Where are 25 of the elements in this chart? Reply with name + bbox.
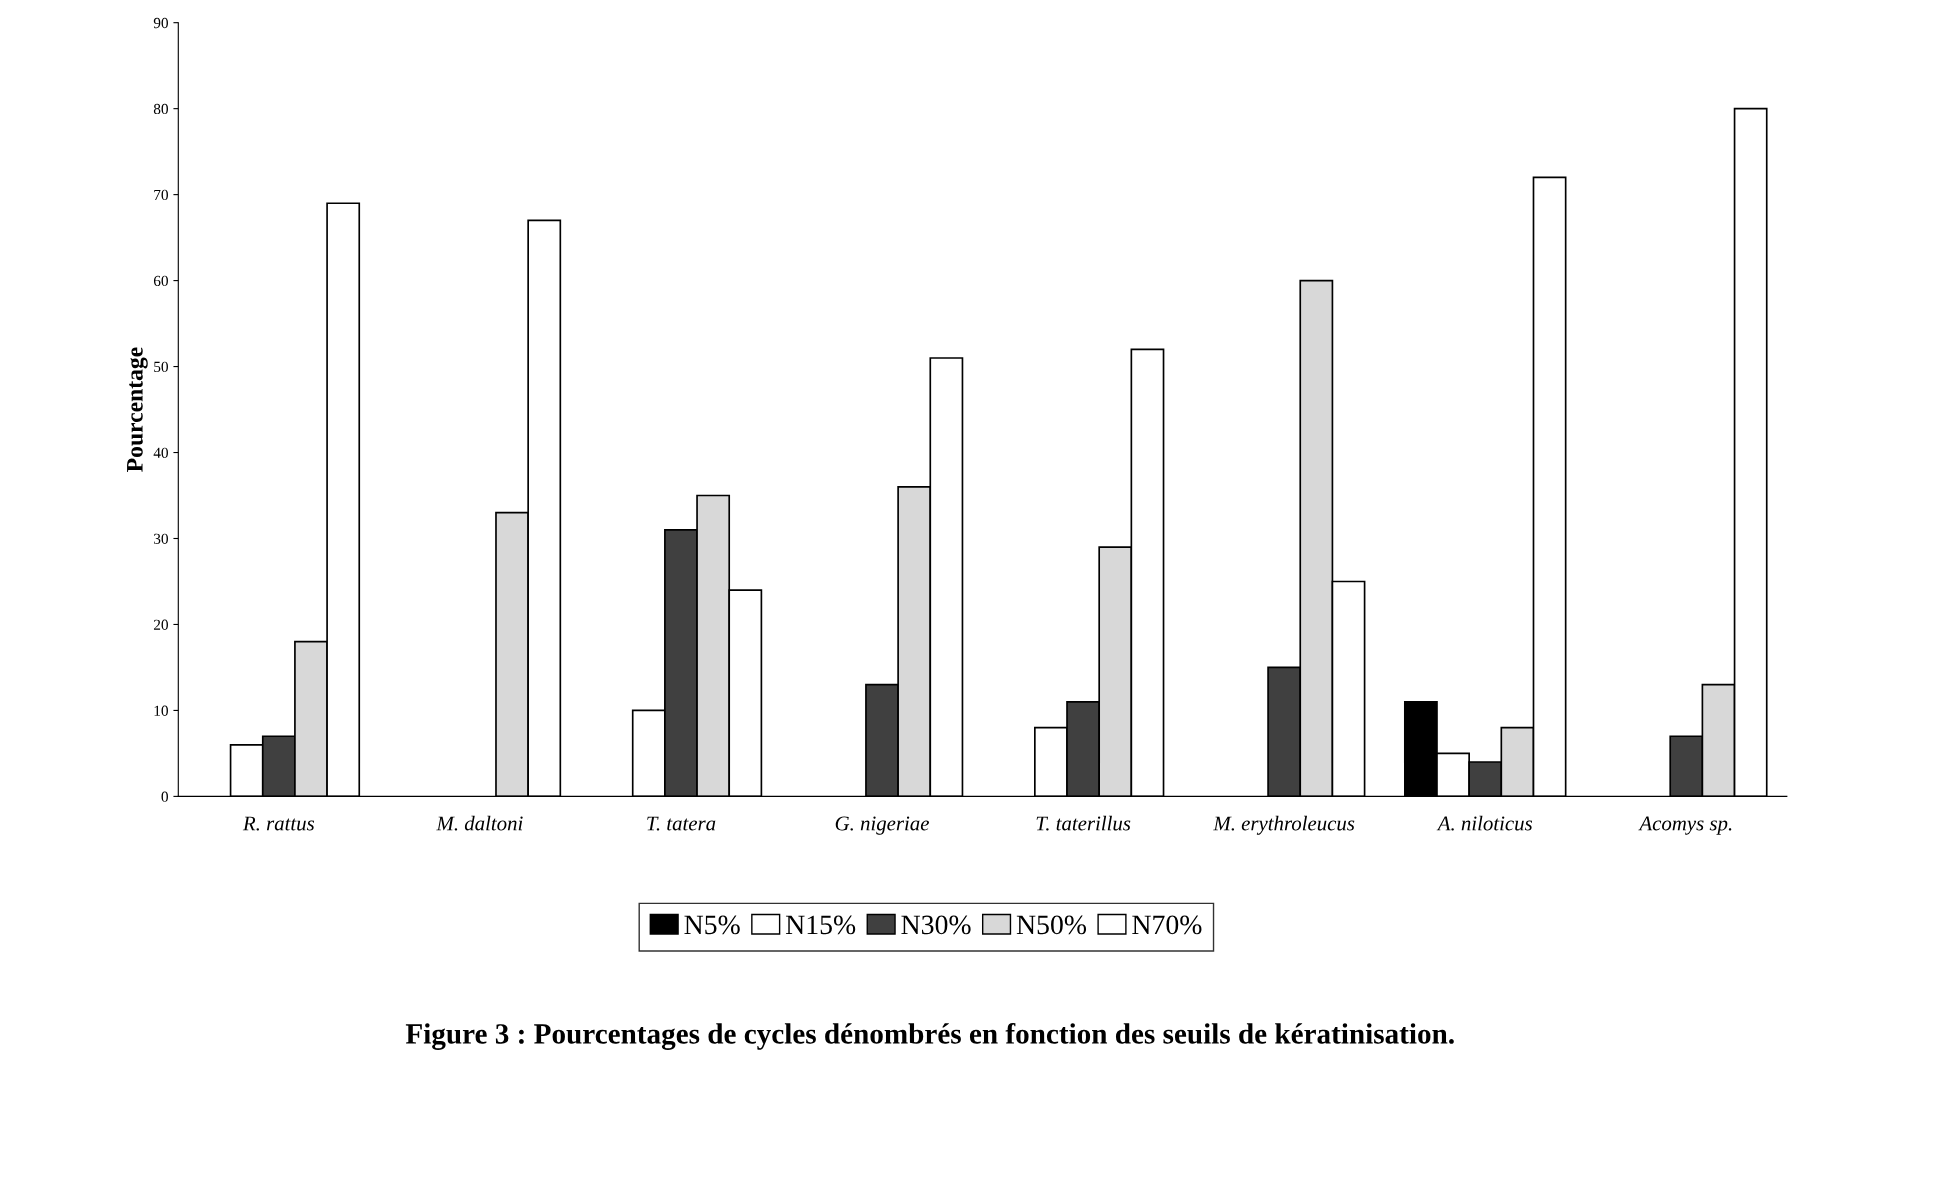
text: Figure 3 : Pourcentages de cycles dénombrés en fonction des seuils de kératinisation. xyxy=(405,1022,1454,1050)
y-tick-label: 20 xyxy=(153,619,168,630)
y-tick-label: 30 xyxy=(154,533,168,544)
x-tick-label: M. daltoni xyxy=(436,815,523,831)
x-tick-label: T. tatera xyxy=(647,816,716,831)
y-tick-label: 80 xyxy=(153,103,168,115)
x-tick-label: T. taterillus xyxy=(1036,815,1131,831)
y-tick-label: 0 xyxy=(161,791,168,802)
y-tick-label: 60 xyxy=(153,275,168,287)
legend-label: N15% xyxy=(785,915,856,935)
y-tick-label: 70 xyxy=(154,189,168,201)
legend-label: N5% xyxy=(684,915,740,935)
y-tick-label: 40 xyxy=(153,447,168,458)
x-tick-label: M. erythroleucus xyxy=(1213,815,1355,835)
x-tick-label: Acomys sp. xyxy=(1638,816,1732,835)
y-tick-label: 50 xyxy=(154,361,168,373)
x-tick-label: R. rattus xyxy=(242,816,315,831)
legend-label: N30% xyxy=(901,915,971,935)
x-tick-label: G. nigeriae xyxy=(835,816,930,835)
legend-label: N50% xyxy=(1016,915,1087,935)
y-tick-label: 90 xyxy=(153,17,168,29)
y-axis-title: Pourcentage xyxy=(127,347,148,472)
x-tick-label: A. niloticus xyxy=(1436,815,1533,831)
y-tick-label: 10 xyxy=(154,705,168,716)
legend-label: N70% xyxy=(1132,915,1202,935)
